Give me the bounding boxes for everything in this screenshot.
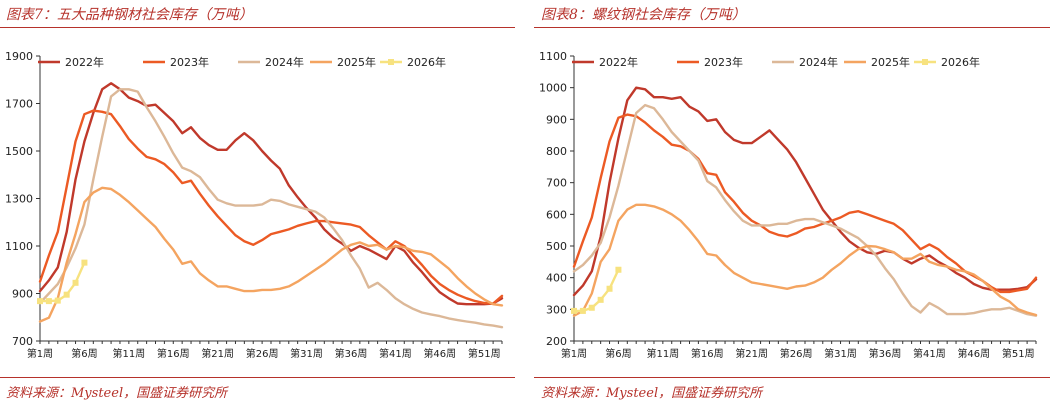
x-tick-label: 第46周 [957, 347, 990, 360]
chart-right-rebar-inventory: 200 300 400 500 600 700 800 900 1000 1100 第1周 第6周 第1… [539, 50, 1038, 360]
series-line-3 [38, 88, 504, 329]
x-tick-label: 第41周 [379, 347, 412, 360]
legend-label: 2023年 [704, 55, 743, 69]
y-tick-label: 1100 [539, 50, 567, 63]
x-tick-label: 第36周 [869, 347, 902, 360]
source-rule-right [534, 377, 1050, 378]
series-point [597, 296, 604, 303]
y-tick-label: 1300 [5, 193, 33, 206]
legend-label: 2024年 [799, 55, 838, 69]
series-point [571, 307, 577, 314]
series-line-2 [572, 113, 1038, 294]
chart-title-right: 图表8：螺纹钢社会库存（万吨） [541, 7, 746, 23]
x-tick-label: 第11周 [646, 347, 679, 360]
x-tick-label: 第31周 [290, 347, 323, 360]
y-tick-label: 600 [546, 208, 567, 221]
series-point [72, 279, 79, 286]
series-line-4 [38, 186, 504, 323]
legend-label: 2026年 [407, 55, 446, 69]
x-tick-label: 第6周 [605, 347, 631, 360]
series-line-4 [572, 203, 1038, 317]
y-tick-label: 900 [12, 288, 33, 301]
x-tick-label: 第51周 [468, 347, 501, 360]
y-tick-label: 1900 [5, 50, 33, 63]
x-tick-label: 第46周 [423, 347, 456, 360]
x-tick-label: 第51周 [1002, 347, 1035, 360]
series-point [81, 259, 88, 266]
x-tick-label: 第11周 [112, 347, 145, 360]
series-point [45, 298, 52, 305]
y-tick-label: 1700 [5, 98, 33, 111]
x-tick-label: 第16周 [157, 347, 190, 360]
legend-label: 2024年 [265, 55, 304, 69]
x-tick-label: 第1周 [27, 347, 53, 360]
chart-left-steel-inventory: 700 900 1100 1300 1500 1700 1900 第1周 第6周 第11周 第16周… [5, 50, 504, 360]
legend-label: 2025年 [871, 55, 910, 69]
source-note-left: 资料来源：Mysteel，国盛证券研究所 [6, 386, 228, 401]
y-tick-label: 1500 [5, 145, 33, 158]
x-tick-label: 第21周 [201, 347, 234, 360]
y-tick-label: 1100 [5, 240, 33, 253]
series-point [63, 291, 70, 298]
legend-marker [388, 59, 394, 65]
y-tick-label: 200 [546, 335, 567, 348]
series-point [579, 307, 586, 314]
title-rule-left [0, 27, 515, 28]
y-tick-label: 500 [546, 240, 567, 253]
y-tick-label: 300 [546, 303, 567, 316]
x-tick-label: 第41周 [913, 347, 946, 360]
title-rule-right [534, 27, 1050, 28]
x-tick-label: 第21周 [735, 347, 768, 360]
x-tick-label: 第36周 [335, 347, 368, 360]
series-line-1 [38, 82, 504, 306]
series-point [37, 298, 43, 305]
y-tick-label: 400 [546, 272, 567, 285]
series-point [588, 304, 595, 311]
x-tick-label: 第26周 [246, 347, 279, 360]
y-tick-label: 900 [546, 113, 567, 126]
series-point [615, 266, 622, 273]
legend-label: 2025年 [337, 55, 376, 69]
source-note-right: 资料来源：Mysteel，国盛证券研究所 [541, 386, 763, 401]
x-tick-label: 第6周 [71, 347, 97, 360]
y-tick-label: 700 [546, 177, 567, 190]
series-line-3 [572, 103, 1038, 317]
legend-label: 2023年 [170, 55, 209, 69]
x-tick-label: 第31周 [824, 347, 857, 360]
x-tick-label: 第16周 [691, 347, 724, 360]
y-tick-label: 1000 [539, 82, 567, 95]
x-tick-label: 第1周 [561, 347, 587, 360]
x-tick-label: 第26周 [780, 347, 813, 360]
series-line-1 [572, 86, 1038, 297]
source-rule-left [0, 377, 515, 378]
legend-label: 2022年 [599, 55, 638, 69]
series-line-2 [38, 109, 504, 305]
y-tick-label: 800 [546, 145, 567, 158]
legend-label: 2026年 [941, 55, 980, 69]
legend-marker [922, 59, 928, 65]
series-point [54, 297, 61, 304]
legend-label: 2022年 [65, 55, 104, 69]
series-point [606, 285, 613, 292]
y-tick-label: 700 [12, 335, 33, 348]
chart-title-left: 图表7：五大品种钢材社会库存（万吨） [6, 7, 253, 23]
